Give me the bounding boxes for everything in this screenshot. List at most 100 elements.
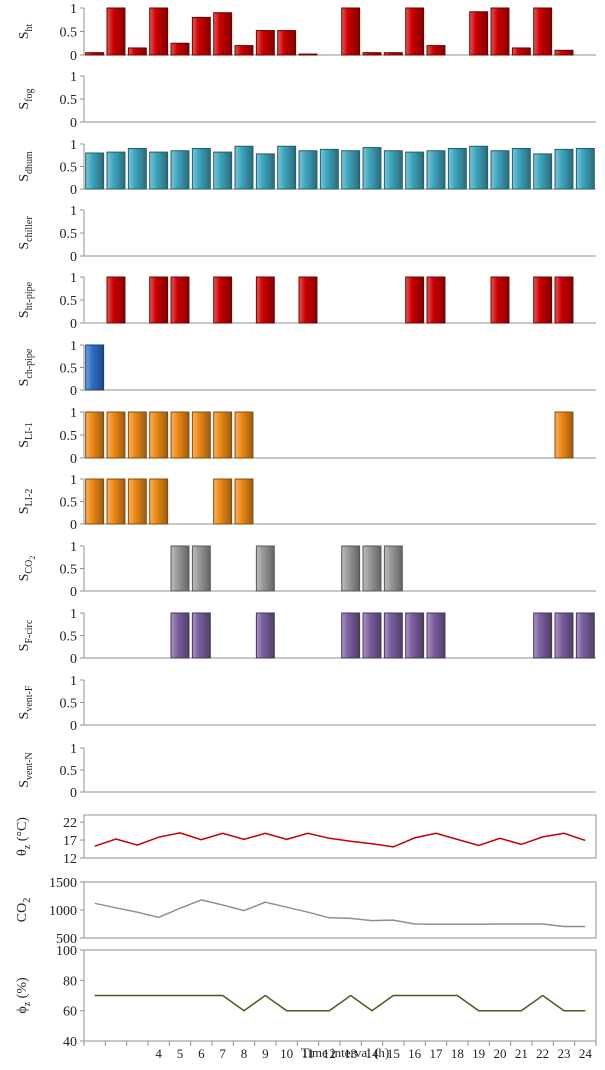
- x-tick-label: 23: [558, 1046, 571, 1061]
- bar: [85, 478, 105, 525]
- y-axis-label: SF-circ: [17, 619, 35, 651]
- y-tick-label: 0: [70, 518, 77, 533]
- y-tick-label: 40: [63, 1035, 77, 1050]
- bar: [213, 276, 233, 324]
- bar: [341, 7, 361, 56]
- bar: [85, 152, 105, 190]
- series-line: [94, 994, 586, 1012]
- y-tick-label: 80: [63, 974, 77, 989]
- bar: [319, 148, 339, 190]
- y-tick-label: 0: [70, 384, 77, 399]
- bar: [213, 151, 233, 190]
- y-tick-label: 0: [70, 317, 77, 332]
- panel-fog: 0 0.5 1 Sfog: [17, 70, 596, 131]
- bar: [170, 411, 190, 459]
- bar: [234, 145, 254, 190]
- y-tick-label: 0.5: [60, 764, 78, 779]
- y-tick-label: 0.5: [60, 429, 78, 444]
- bar: [170, 150, 190, 190]
- y-tick-label: 0.5: [60, 294, 78, 309]
- y-tick-label: 0.5: [60, 26, 78, 41]
- bar: [106, 276, 126, 324]
- bar: [533, 612, 553, 659]
- panel-dhum: 0 0.5 1 Sdhum: [17, 138, 596, 198]
- y-tick-label: 1: [70, 339, 77, 354]
- bar: [170, 612, 190, 659]
- x-tick-label: 4: [155, 1046, 162, 1061]
- y-axis-label: Sht: [17, 23, 35, 39]
- bar: [362, 545, 382, 592]
- bar: [554, 49, 574, 56]
- bar: [554, 276, 574, 324]
- bar: [255, 612, 275, 659]
- series-line: [94, 899, 586, 928]
- bar: [191, 612, 211, 659]
- bar: [191, 411, 211, 459]
- bar: [106, 478, 126, 525]
- x-tick-label: 9: [262, 1046, 269, 1061]
- panel-ch-pipe: 0 0.5 1 Sch-pipe: [17, 339, 596, 399]
- bar: [149, 478, 169, 525]
- x-tick-label: 5: [177, 1046, 184, 1061]
- bar: [298, 150, 318, 190]
- bar: [490, 150, 510, 190]
- series-line: [94, 832, 586, 848]
- y-tick-label: 0: [70, 116, 77, 131]
- y-axis-label: Sfog: [17, 88, 35, 109]
- panel-li-2: 0 0.5 1 SLI-2: [17, 473, 596, 533]
- bar: [426, 612, 446, 659]
- bar: [554, 148, 574, 190]
- y-tick-label: 1: [70, 540, 77, 555]
- y-axis-label: Svent-N: [17, 752, 35, 788]
- panel-ht: 0 0.5 1 Sht: [17, 2, 596, 64]
- y-axis-label: Sht-pipe: [17, 281, 35, 318]
- y-tick-label: 1: [70, 204, 77, 219]
- bar: [255, 276, 275, 324]
- y-tick-label: 1500: [49, 876, 77, 891]
- bar: [106, 411, 126, 459]
- panel-ht-pipe: 0 0.5 1 Sht-pipe: [17, 271, 596, 332]
- bar: [85, 411, 105, 459]
- x-tick-label: 21: [515, 1046, 528, 1061]
- bar: [255, 30, 275, 56]
- x-tick-label: 10: [280, 1046, 293, 1061]
- bar: [277, 30, 297, 56]
- bar: [575, 148, 595, 190]
- bar: [362, 52, 382, 56]
- y-tick-label: 22: [63, 816, 77, 831]
- bar: [405, 7, 425, 56]
- y-tick-label: 0: [70, 183, 77, 198]
- panel-vent-n: 0 0.5 1 Svent-N: [17, 742, 596, 801]
- panel-chiller: 0 0.5 1 Schiller: [17, 204, 596, 265]
- y-axis-label: Sch-pipe: [17, 348, 35, 386]
- y-tick-label: 0.5: [60, 93, 78, 108]
- bar: [127, 478, 147, 525]
- bar: [234, 478, 254, 525]
- bar: [277, 145, 297, 190]
- y-tick-label: 0.5: [60, 630, 78, 645]
- x-tick-label: 20: [494, 1046, 507, 1061]
- bar: [490, 7, 510, 56]
- bar: [213, 478, 233, 525]
- y-axis-label: SLI-1: [17, 422, 35, 448]
- chart-panels: 0 0.5 1 Sht 0 0.5 1 Sfog 0 0.5 1 Sdhum 0 0.5 1 Schiller…: [15, 2, 597, 1061]
- bar: [191, 545, 211, 592]
- panel-li-1: 0 0.5 1 SLI-1: [17, 406, 596, 467]
- y-tick-label: 1: [70, 271, 77, 286]
- bar: [405, 151, 425, 190]
- bar: [106, 151, 126, 190]
- bar: [426, 45, 446, 56]
- bar: [554, 411, 574, 459]
- bar: [298, 53, 318, 56]
- bar: [149, 411, 169, 459]
- y-tick-label: 1: [70, 2, 77, 17]
- bar: [533, 7, 553, 56]
- bar: [533, 276, 553, 324]
- y-tick-label: 1: [70, 70, 77, 85]
- y-tick-label: 1000: [49, 904, 77, 919]
- y-tick-label: 100: [56, 944, 77, 959]
- bar: [341, 150, 361, 190]
- y-tick-label: 0.5: [60, 563, 78, 578]
- x-tick-label: 13: [344, 1046, 357, 1061]
